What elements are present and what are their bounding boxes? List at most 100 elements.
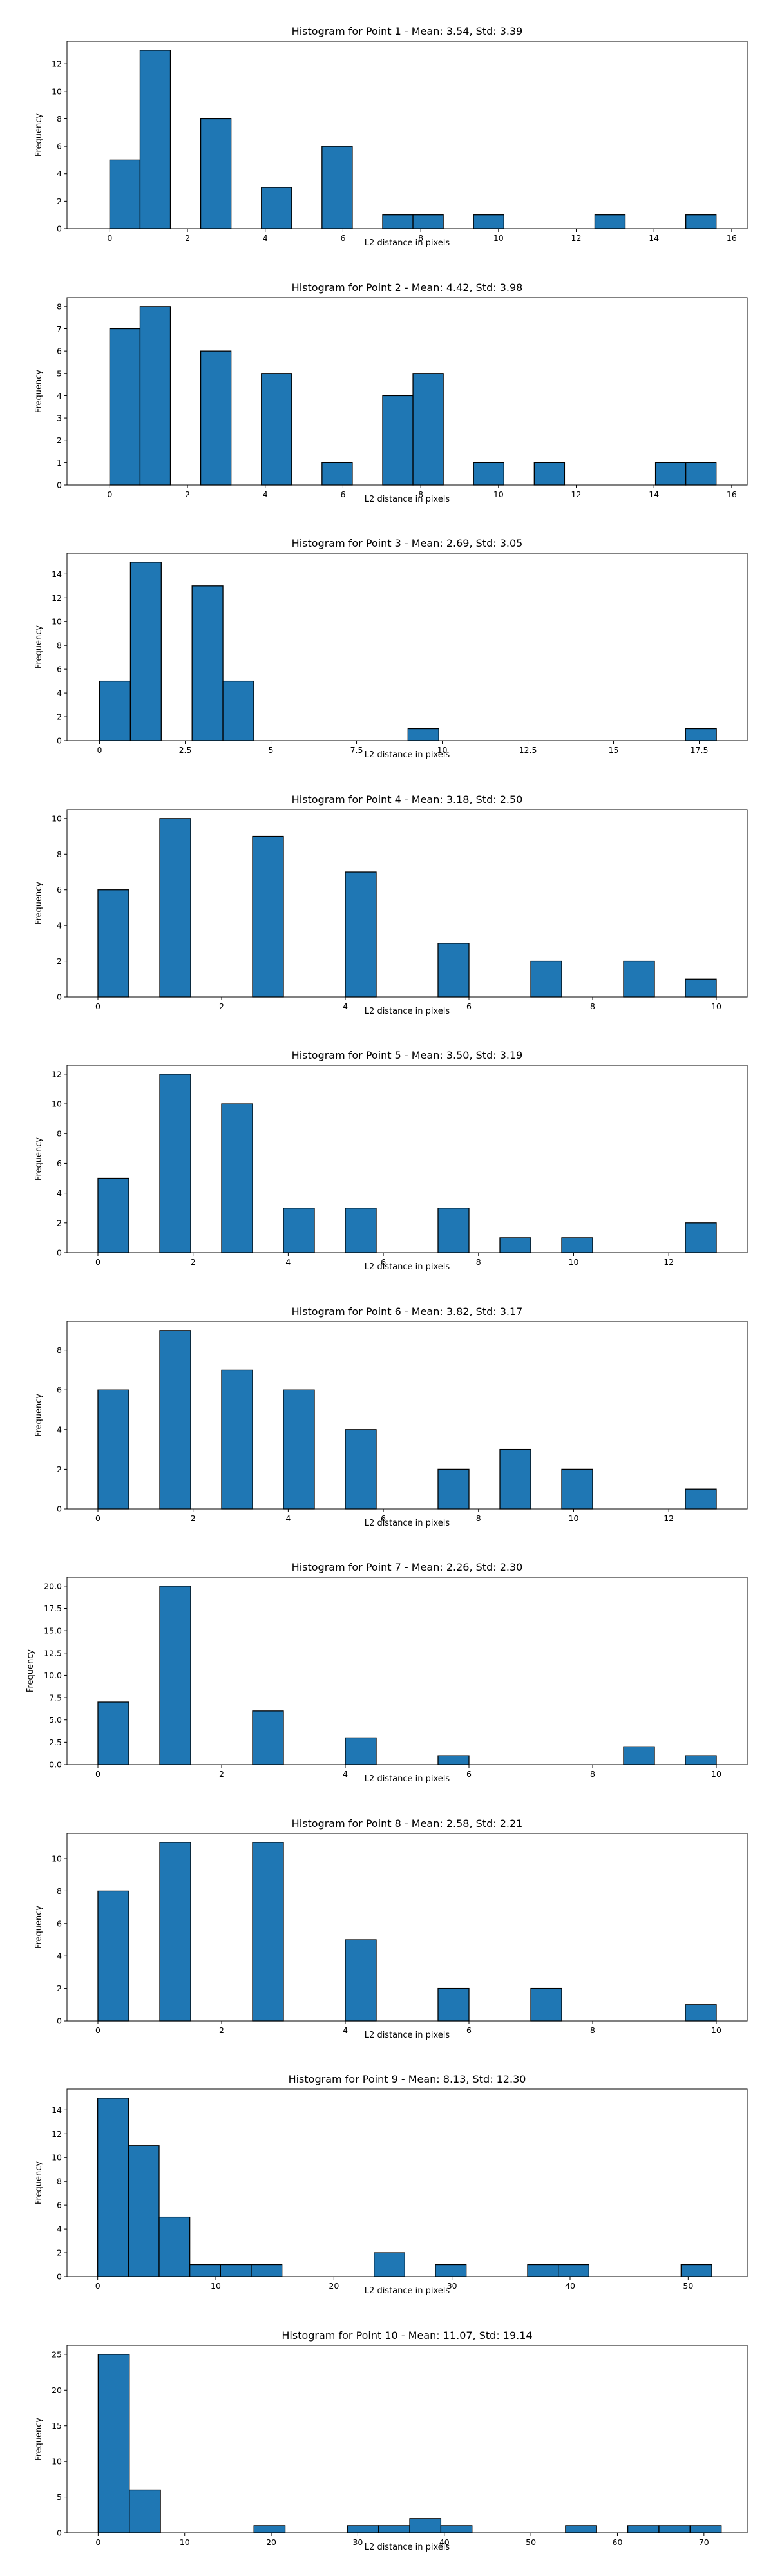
y-tick-label: 12	[52, 593, 62, 603]
histogram-bar-1	[97, 1177, 129, 1253]
x-tick-label: 2	[185, 489, 190, 499]
histogram-bar-11	[689, 2524, 722, 2533]
x-tick-label: 12	[571, 233, 582, 243]
histogram-bar-11	[685, 462, 717, 486]
bars	[99, 562, 717, 741]
chart-title: Histogram for Point 7 - Mean: 2.26, Std:…	[292, 1561, 523, 1573]
histogram-bar-8	[473, 214, 504, 229]
x-tick-label: 8	[418, 489, 423, 499]
x-tick-label: 4	[343, 2025, 348, 2035]
y-tick-label: 10	[52, 1853, 62, 1863]
y-tick-label: 4	[57, 1188, 62, 1198]
y-tick-label: 2	[57, 196, 62, 206]
x-tick-label: 8	[476, 1257, 481, 1267]
bars	[97, 1841, 717, 2022]
y-tick-label: 10	[52, 813, 62, 823]
x-tick-label: 12	[663, 1257, 674, 1267]
x-tick-label: 2	[219, 2025, 224, 2035]
x-tick-label: 6	[340, 489, 345, 499]
x-tick-label: 4	[343, 1001, 348, 1011]
chart-title: Histogram for Point 1 - Mean: 3.54, Std:…	[292, 25, 523, 37]
y-tick-label: 1	[57, 457, 62, 467]
histogram-chart-2: Histogram for Point 2 - Mean: 4.42, Std:…	[34, 281, 748, 504]
histogram-bar-9	[527, 2264, 559, 2277]
y-tick-label: 5	[57, 368, 62, 378]
histogram-bar-5	[345, 1208, 377, 1253]
histogram-bar-10	[558, 2264, 589, 2277]
x-axis-label: L2 distance in pixels	[365, 2543, 450, 2552]
x-tick-label: 16	[727, 233, 737, 243]
plot-frame	[66, 1833, 748, 2021]
y-tick-label: 20.0	[44, 1581, 62, 1591]
plot-frame	[66, 297, 748, 485]
y-tick-label: 14	[52, 569, 62, 579]
histogram-bar-1	[99, 680, 131, 741]
histogram-chart-9: Histogram for Point 9 - Mean: 8.13, Std:…	[34, 2073, 748, 2296]
plot-frame	[66, 1577, 748, 1765]
histogram-bar-9	[594, 214, 626, 229]
histogram-bar-2	[139, 305, 171, 486]
plot-frame	[66, 809, 748, 997]
y-axis-label: Frequency	[34, 369, 44, 412]
histogram-bar-6	[251, 2264, 283, 2277]
histogram-bar-4	[347, 2524, 379, 2533]
x-tick-label: 10	[711, 1769, 721, 1779]
plot-frame	[66, 2345, 748, 2533]
x-tick-label: 10	[569, 1257, 579, 1267]
histogram-bar-8	[561, 1237, 593, 1253]
histogram-bar-4	[261, 187, 292, 229]
histogram-bar-1	[97, 1890, 129, 2022]
histogram-bar-3	[200, 118, 232, 229]
y-tick-label: 4	[57, 1951, 62, 1960]
histogram-chart-1: Histogram for Point 1 - Mean: 3.54, Std:…	[34, 25, 748, 248]
chart-title: Histogram for Point 9 - Mean: 8.13, Std:…	[289, 2073, 526, 2085]
y-tick-label: 7	[57, 324, 62, 334]
y-axis-label: Frequency	[34, 1905, 44, 1948]
y-tick-label: 8	[57, 301, 62, 311]
histogram-bar-6	[382, 395, 414, 486]
histogram-bar-3	[221, 1369, 253, 1510]
x-tick-label: 16	[727, 489, 737, 499]
histogram-bar-2	[159, 1329, 191, 1510]
y-tick-label: 3	[57, 413, 62, 422]
histogram-chart-3: Histogram for Point 3 - Mean: 2.69, Std:…	[34, 537, 748, 760]
y-tick-label: 6	[57, 1385, 62, 1394]
y-tick-label: 6	[57, 2201, 62, 2210]
histogram-bar-7	[685, 1755, 717, 1765]
histogram-bar-5	[321, 462, 353, 486]
x-tick-label: 0	[95, 1513, 100, 1523]
x-tick-label: 15	[609, 745, 619, 755]
y-tick-label: 2	[57, 435, 62, 445]
plot-frame	[66, 2088, 748, 2277]
y-tick-label: 12	[52, 2129, 62, 2139]
histogram-bar-1	[97, 2353, 130, 2533]
y-tick-label: 6	[57, 142, 62, 151]
y-tick-label: 8	[57, 114, 62, 124]
y-axis-label: Frequency	[34, 881, 44, 924]
histogram-chart-8: Histogram for Point 8 - Mean: 2.58, Std:…	[34, 1817, 748, 2040]
y-tick-label: 6	[57, 346, 62, 355]
x-tick-label: 4	[285, 1257, 291, 1267]
x-tick-label: 10	[211, 2281, 221, 2291]
x-axis-label: L2 distance in pixels	[365, 1262, 450, 1272]
histogram-bar-7	[412, 372, 444, 486]
y-tick-label: 8	[57, 849, 62, 858]
histogram-bar-4	[222, 680, 254, 741]
histogram-bar-7	[623, 960, 655, 998]
x-tick-label: 0	[95, 1001, 100, 1011]
y-tick-label: 14	[52, 2105, 62, 2115]
x-tick-label: 6	[466, 1769, 472, 1779]
histogram-bar-7	[499, 1448, 531, 1510]
histogram-bar-6	[623, 1746, 655, 1765]
histogram-bar-8	[685, 978, 717, 998]
histogram-bar-10	[658, 2524, 691, 2533]
histogram-bar-9	[533, 462, 566, 486]
histogram-bar-6	[437, 1468, 470, 1510]
histogram-bar-6	[382, 214, 414, 229]
histogram-bar-11	[680, 2264, 712, 2277]
x-tick-label: 8	[590, 1769, 595, 1779]
chart-title: Histogram for Point 6 - Mean: 3.82, Std:…	[292, 1305, 523, 1318]
y-tick-label: 4	[57, 2224, 62, 2234]
y-tick-label: 12.5	[44, 1648, 62, 1658]
